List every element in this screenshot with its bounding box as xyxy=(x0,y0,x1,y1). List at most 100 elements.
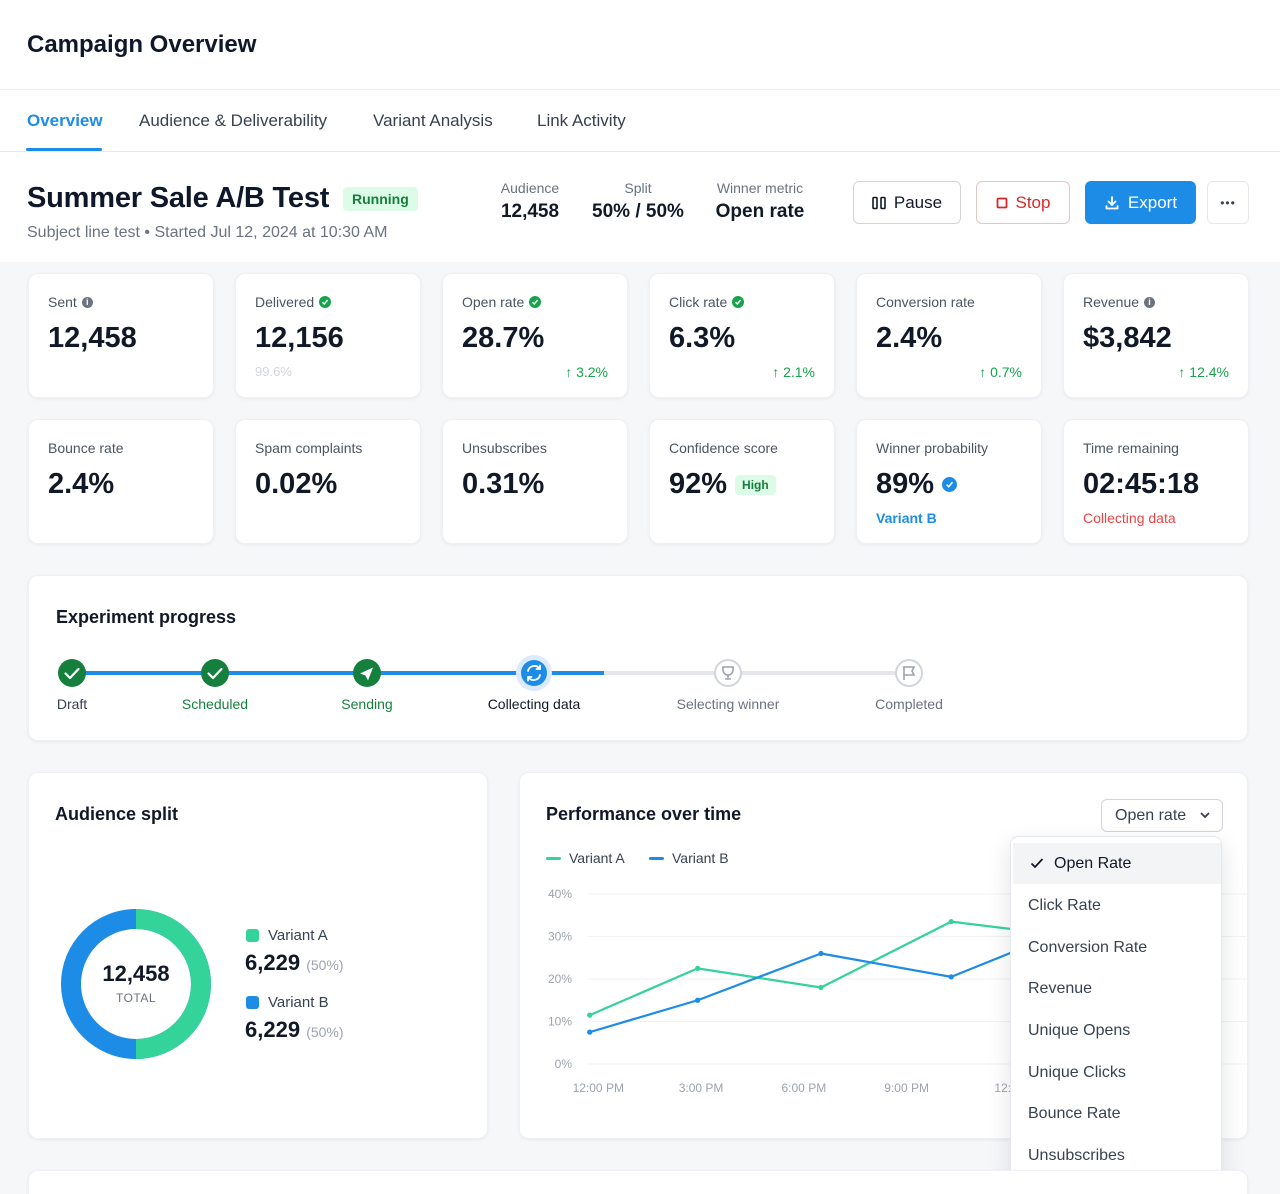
export-button-label: Export xyxy=(1127,192,1178,212)
legend-label-variant-a: Variant A xyxy=(268,927,328,944)
kpi-card-time-remaining: Time remaining 02:45:18 Collecting data xyxy=(1063,419,1249,544)
progress-track xyxy=(58,655,923,691)
y-tick-label: 20% xyxy=(548,972,572,986)
dropdown-option-open-rate[interactable]: Open Rate xyxy=(1013,843,1221,884)
meta-label: Audience xyxy=(500,180,560,196)
dropdown-option-revenue[interactable]: Revenue xyxy=(1028,980,1093,997)
kpi-value-row: 92% High xyxy=(669,468,776,501)
data-point xyxy=(587,1029,593,1035)
status-badge: Running xyxy=(343,187,418,211)
series-line-variant-b xyxy=(589,948,1021,1034)
kpi-label: Unsubscribes xyxy=(462,440,547,456)
campaign-subtitle: Subject line test • Started Jul 12, 2024… xyxy=(27,224,388,241)
kpi-label: Confidence score xyxy=(669,440,778,456)
top-bar: Campaign Overview xyxy=(0,0,1280,90)
section-title: Audience split xyxy=(55,804,179,824)
page-title: Campaign Overview xyxy=(27,31,257,58)
meta-audience: Audience 12,458 xyxy=(497,180,563,223)
dropdown-option-bounce-rate[interactable]: Bounce Rate xyxy=(1028,1105,1121,1122)
confidence-badge: High xyxy=(735,474,776,495)
kpi-value: 0.31% xyxy=(462,468,545,500)
meta-winner-metric: Winner metric Open rate xyxy=(710,180,810,223)
meta-label: Split xyxy=(624,180,652,196)
y-tick-label: 10% xyxy=(548,1015,572,1029)
kpi-subvalue: 99.6% xyxy=(255,364,292,379)
chevron-down-icon xyxy=(1200,812,1210,819)
pause-button[interactable]: Pause xyxy=(853,181,961,224)
dropdown-option-conversion-rate[interactable]: Conversion Rate xyxy=(1028,939,1148,956)
step-label-collecting: Collecting data xyxy=(487,696,581,712)
kpi-card-spam-complaints: Spam complaints 0.02% xyxy=(235,419,421,544)
kpi-label: Delivered xyxy=(255,294,315,310)
tab-audience-deliverability[interactable]: Audience & Deliverability xyxy=(139,111,328,130)
donut-segment-variant-a xyxy=(135,909,211,1059)
audience-donut-chart xyxy=(61,909,211,1059)
kpi-value: 6.3% xyxy=(669,322,736,354)
dropdown-option-unique-opens[interactable]: Unique Opens xyxy=(1028,1022,1131,1039)
meta-value: Open rate xyxy=(715,201,805,222)
data-point xyxy=(948,919,954,925)
tab-overview[interactable]: Overview xyxy=(27,111,103,130)
meta-label: Winner metric xyxy=(716,180,804,196)
metric-select[interactable]: Open rate xyxy=(1101,799,1223,832)
step-label-sending: Sending xyxy=(341,696,393,712)
legend-label-variant-b: Variant B xyxy=(672,850,729,866)
data-point xyxy=(948,974,954,980)
kpi-delta-value: 3.2% xyxy=(576,364,608,380)
info-icon[interactable]: i xyxy=(81,296,93,308)
step-label-scheduled: Scheduled xyxy=(181,696,249,712)
tab-variant-analysis[interactable]: Variant Analysis xyxy=(373,111,493,130)
kpi-value: 12,458 xyxy=(48,322,137,354)
dropdown-option-unsubscribes[interactable]: Unsubscribes xyxy=(1028,1147,1125,1164)
kpi-label: Conversion rate xyxy=(876,294,975,310)
pause-icon xyxy=(872,196,886,209)
step-sending-icon xyxy=(353,659,381,687)
dropdown-option-click-rate[interactable]: Click Rate xyxy=(1028,897,1101,914)
export-button[interactable]: Export xyxy=(1085,181,1196,224)
kpi-value: 28.7% xyxy=(462,322,545,354)
more-options-button[interactable]: ••• xyxy=(1207,181,1249,224)
kpi-card-delivered: Delivered 12,156 99.6% xyxy=(235,273,421,398)
y-tick-label: 40% xyxy=(548,887,572,901)
kpi-value: 02:45:18 xyxy=(1083,468,1200,500)
pause-button-label: Pause xyxy=(893,192,943,212)
kpi-label: Bounce rate xyxy=(48,440,124,456)
kpi-delta: ↑ 0.7% xyxy=(979,364,1022,380)
kpi-label: Sent xyxy=(48,294,77,310)
legend-line-variant-a xyxy=(546,857,561,860)
dropdown-option-unique-clicks[interactable]: Unique Clicks xyxy=(1028,1064,1126,1081)
kpi-value: 92% xyxy=(669,468,728,500)
legend-swatch-variant-a xyxy=(246,929,259,942)
y-tick-label: 30% xyxy=(548,930,572,944)
check-circle-icon xyxy=(319,296,332,308)
kpi-label: Time remaining xyxy=(1083,440,1179,456)
more-icon: ••• xyxy=(1220,195,1236,210)
kpi-label: Spam complaints xyxy=(255,440,363,456)
variant-a-count: 6,229 xyxy=(245,950,301,975)
arrow-up-icon: ↑ xyxy=(772,364,780,380)
x-tick-label: 9:00 PM xyxy=(884,1081,929,1095)
download-icon xyxy=(1105,195,1119,209)
series-line-variant-a xyxy=(589,920,1020,1017)
winner-variant-label[interactable]: Variant B xyxy=(876,510,937,526)
kpi-delta-value: 2.1% xyxy=(783,364,815,380)
tab-link-activity[interactable]: Link Activity xyxy=(537,111,626,130)
verified-check-icon xyxy=(942,477,958,492)
legend-line-variant-b xyxy=(649,857,664,860)
variant-b-pct: (50%) xyxy=(306,1024,344,1040)
campaign-title: Summer Sale A/B Test xyxy=(27,182,330,214)
section-title: Performance over time xyxy=(546,804,742,824)
y-tick-label: 0% xyxy=(555,1057,573,1071)
x-tick-label: 6:00 PM xyxy=(782,1081,827,1095)
donut-total-label: TOTAL xyxy=(115,991,157,1005)
check-icon xyxy=(1030,858,1044,869)
kpi-card-bounce-rate: Bounce rate 2.4% xyxy=(28,419,214,544)
data-point xyxy=(587,1012,593,1018)
kpi-card-winner-probability: Winner probability 89% Variant B xyxy=(856,419,1042,544)
kpi-card-unsubscribes: Unsubscribes 0.31% xyxy=(442,419,628,544)
stop-button[interactable]: Stop xyxy=(976,181,1070,224)
info-icon[interactable]: i xyxy=(1144,296,1156,308)
next-section-card xyxy=(28,1170,1248,1194)
arrow-up-icon: ↑ xyxy=(1178,364,1186,380)
step-collecting-icon xyxy=(516,655,552,691)
